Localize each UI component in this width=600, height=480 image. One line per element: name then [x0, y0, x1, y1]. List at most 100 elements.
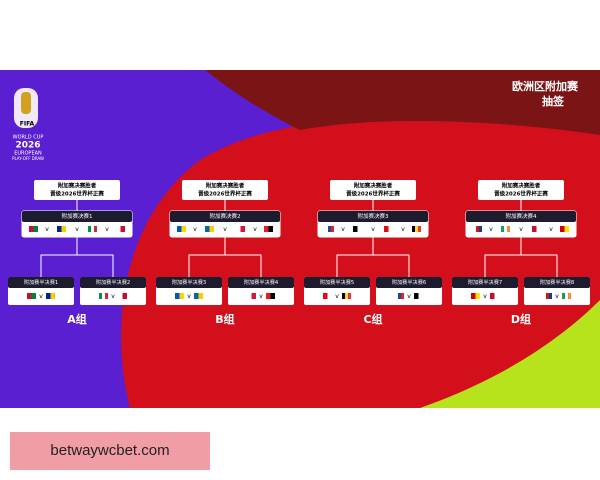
flag: [412, 226, 415, 232]
flag: [205, 226, 210, 232]
flag: [120, 226, 125, 232]
group-label: C组: [363, 312, 382, 326]
flag: [388, 226, 393, 232]
flag: [536, 226, 541, 232]
flag: [122, 293, 127, 299]
final-header: [318, 211, 428, 222]
watermark: betwaywcbet.com: [10, 432, 210, 470]
versus: v: [407, 293, 411, 300]
semi-header: [452, 277, 518, 288]
flag: [331, 226, 334, 232]
semi-header: [304, 277, 370, 288]
versus: v: [341, 226, 345, 233]
flag: [418, 293, 423, 299]
flag: [57, 226, 62, 232]
flag: [247, 293, 252, 299]
semi-label: 附加赛半决赛6: [392, 278, 426, 286]
winner-label: 晋级2026世界杯正赛: [494, 190, 548, 198]
winner-label: 附加赛决赛胜者: [206, 182, 245, 190]
flag: [504, 226, 507, 232]
flag: [418, 226, 421, 232]
versus: v: [111, 293, 115, 300]
final-label: 附加赛决赛3: [358, 212, 390, 220]
versus: v: [39, 293, 43, 300]
versus: v: [401, 226, 405, 233]
semi-label: 附加赛半决赛7: [468, 278, 502, 286]
flag: [33, 226, 38, 232]
flag: [568, 293, 571, 299]
flag: [549, 293, 552, 299]
flag: [251, 293, 256, 299]
versus: v: [253, 226, 257, 233]
flag: [562, 293, 565, 299]
final-label: 附加赛决赛1: [62, 212, 93, 220]
semi-header: [228, 277, 294, 288]
flag: [50, 293, 55, 299]
flag: [401, 293, 404, 299]
semi-label: 附加赛半决赛8: [540, 278, 574, 286]
semi-label: 附加赛半决赛4: [244, 278, 279, 286]
flag: [105, 293, 108, 299]
flag: [31, 293, 36, 299]
semi-header: [156, 277, 222, 288]
flag: [91, 226, 94, 232]
flag: [353, 226, 358, 232]
flag: [270, 293, 275, 299]
flag: [532, 226, 537, 232]
versus: v: [483, 293, 487, 300]
flag: [398, 293, 401, 299]
winner-label: 附加赛决赛胜者: [502, 182, 541, 190]
poster: FIFA WORLD CUP 2026 EUROPEAN PLAY-OFF DR…: [0, 70, 600, 408]
versus: v: [489, 226, 493, 233]
logo-line: WORLD CUP: [13, 135, 44, 141]
versus: v: [75, 226, 79, 233]
winner-label: 附加赛决赛胜者: [354, 182, 393, 190]
flag: [342, 293, 345, 299]
flag: [179, 293, 184, 299]
flag: [27, 293, 32, 299]
flag: [546, 293, 549, 299]
flag: [415, 226, 418, 232]
flag: [414, 293, 419, 299]
flag: [266, 293, 271, 299]
versus: v: [549, 226, 553, 233]
winner-label: 晋级2026世界杯正赛: [198, 190, 252, 198]
flag: [102, 293, 105, 299]
bg-maroon: [205, 70, 600, 135]
flag: [177, 226, 182, 232]
connector: [188, 237, 262, 277]
flag: [345, 293, 348, 299]
semi-label: 附加赛半决赛3: [172, 278, 206, 286]
flag: [543, 293, 546, 299]
winner-label: 附加赛决赛胜者: [58, 182, 97, 190]
flag: [325, 226, 328, 232]
flag: [61, 226, 66, 232]
flag: [564, 226, 569, 232]
versus: v: [187, 293, 191, 300]
flag: [198, 293, 203, 299]
flag: [328, 226, 331, 232]
flag: [88, 226, 91, 232]
semi-header: [524, 277, 590, 288]
versus: v: [223, 226, 227, 233]
flag: [327, 293, 332, 299]
logo-line: 2026: [15, 141, 40, 151]
connector: [484, 237, 558, 277]
flag: [323, 293, 328, 299]
versus: v: [335, 293, 339, 300]
semi-header: [8, 277, 74, 288]
semi-header: [376, 277, 442, 288]
flag: [236, 226, 241, 232]
versus: v: [105, 226, 109, 233]
flag: [118, 293, 123, 299]
winner-label: 晋级2026世界杯正赛: [346, 190, 400, 198]
versus: v: [45, 226, 49, 233]
flag: [357, 226, 362, 232]
logo-line: PLAY-OFF DRAW: [12, 156, 44, 161]
final-label: 附加赛决赛2: [210, 212, 241, 220]
flag: [94, 226, 97, 232]
flag: [46, 293, 51, 299]
versus: v: [371, 226, 375, 233]
semi-label: 附加赛半决赛1: [24, 278, 58, 286]
trophy: [21, 92, 31, 114]
